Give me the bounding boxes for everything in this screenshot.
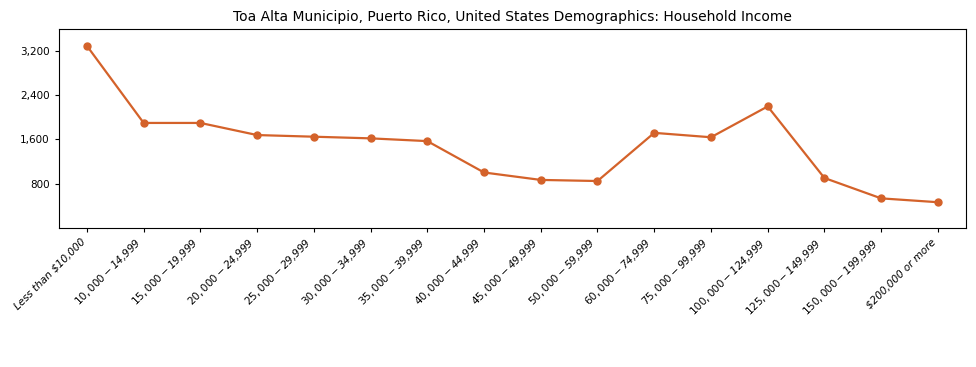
Title: Toa Alta Municipio, Puerto Rico, United States Demographics: Household Income: Toa Alta Municipio, Puerto Rico, United … [233,10,792,24]
